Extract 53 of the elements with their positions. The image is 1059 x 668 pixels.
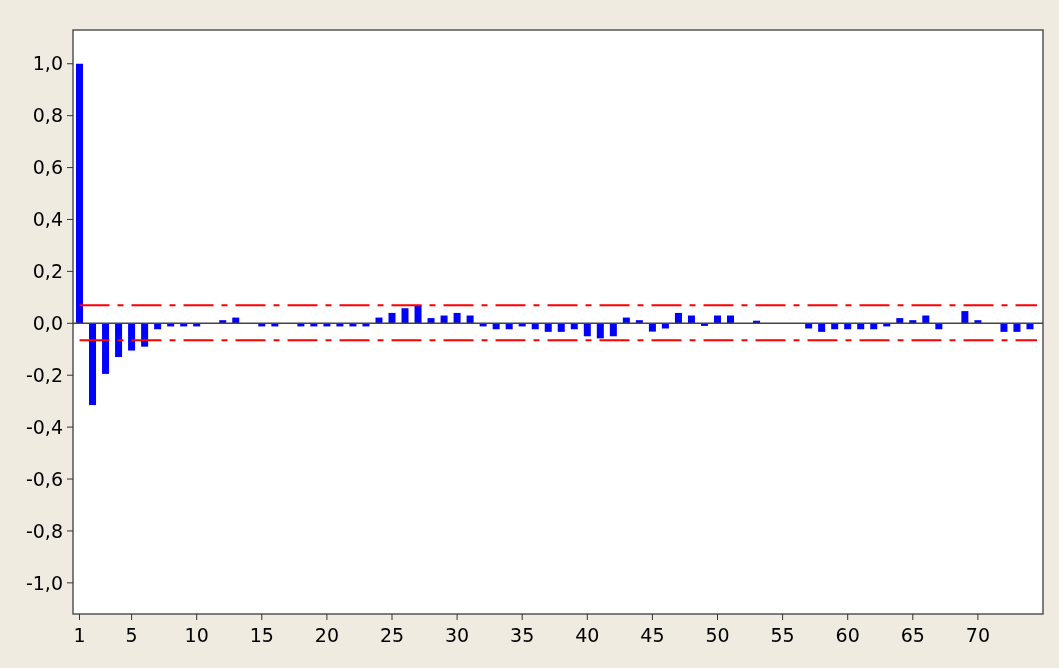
bar [961,311,969,324]
bar [609,323,617,337]
y-tick-label: 0,6 [32,156,63,179]
y-tick-label: 0,8 [32,104,63,127]
bar [818,323,826,332]
x-tick-label: 45 [640,624,665,646]
y-tick-label: 1,0 [32,52,63,75]
x-tick-label: 5 [125,624,138,646]
bar [544,323,552,332]
y-tick-label: 0,0 [32,311,63,334]
y-tick-label: 0,2 [32,260,63,283]
bar [909,320,917,324]
bar [1013,323,1021,332]
bar [401,308,409,324]
bar [219,320,227,324]
x-tick-label: 1 [73,624,86,646]
bar [896,318,904,324]
y-tick-label: -1,0 [25,571,63,594]
bar [427,318,435,324]
bar [76,63,84,324]
y-tick-label: -0,6 [25,467,63,490]
x-tick-label: 30 [445,624,470,646]
y-tick-label: -0,2 [25,363,63,386]
x-tick-label: 15 [249,624,274,646]
y-tick-label: 0,4 [32,208,63,231]
x-tick-label: 10 [184,624,209,646]
bar [102,323,110,374]
bar [141,323,149,347]
bar [583,323,591,337]
y-tick-label: -0,8 [25,519,63,542]
bar [128,323,136,351]
bar [596,323,604,339]
x-tick-label: 65 [900,624,925,646]
x-tick-label: 40 [575,624,600,646]
bar [557,323,565,332]
bar [635,320,643,324]
bar [388,312,396,324]
x-tick-label: 60 [835,624,860,646]
bar [414,305,422,324]
x-tick-label: 50 [705,624,730,646]
bar [974,320,982,324]
bar [115,323,123,358]
bar [1000,323,1008,332]
bar [89,323,97,406]
x-tick-label: 35 [510,624,535,646]
bar [674,312,682,324]
x-tick-label: 25 [379,624,405,646]
y-tick-label: -0,4 [25,415,63,438]
x-tick-label: 20 [314,624,339,646]
x-tick-label: 70 [965,624,990,646]
bar [648,323,656,332]
x-tick-label: 55 [770,624,795,646]
bar [453,312,461,324]
